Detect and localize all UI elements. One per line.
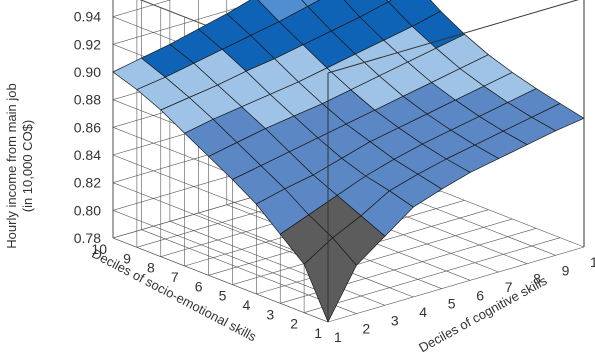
z-axis-label-line1: Hourly income from main job xyxy=(4,83,19,248)
x-tick-label: 10 xyxy=(590,254,595,270)
y-tick-label: 10 xyxy=(91,241,107,257)
x-tick-label: 7 xyxy=(505,279,513,295)
y-tick-label: 4 xyxy=(243,297,251,313)
z-tick-label: 0.88 xyxy=(74,92,101,108)
floor-gridline-y xyxy=(256,218,513,295)
z-gridline-left-wall xyxy=(112,210,329,295)
floor-gridline-y xyxy=(304,237,561,313)
y-axis-label: Deciles of socio-emotional skills xyxy=(89,246,259,345)
y-tick-label: 9 xyxy=(123,250,131,266)
y-tick-label: 3 xyxy=(266,306,274,322)
z-tick-label: 0.84 xyxy=(74,147,101,163)
box-edge-top-right xyxy=(327,0,579,74)
z-gridline-back-wall xyxy=(112,0,171,17)
y-tick-label: 1 xyxy=(314,325,322,341)
x-tick-label: 2 xyxy=(362,321,370,337)
floor-gridline-x xyxy=(112,237,329,323)
chart-tick-labels: 0.780.800.820.840.860.880.900.920.940.96… xyxy=(74,9,595,345)
y-tick-label: 7 xyxy=(171,269,179,285)
z-tick-label: 0.90 xyxy=(74,64,101,80)
x-tick-label: 4 xyxy=(419,304,427,320)
y-tick-label: 5 xyxy=(219,288,227,304)
chart-surface xyxy=(112,0,585,323)
floor-gridline-y xyxy=(327,246,585,323)
z-tick-label: 0.94 xyxy=(74,9,101,25)
surface-patch xyxy=(303,237,357,323)
chart-front-edges xyxy=(327,0,585,322)
z-tick-label: 0.86 xyxy=(74,119,101,135)
x-tick-label: 8 xyxy=(533,271,541,287)
z-tick-label: 0.92 xyxy=(74,36,101,52)
x-axis-label: Deciles of cognitive skills xyxy=(416,273,550,356)
z-tick-label: 0.82 xyxy=(74,175,101,191)
x-tick-label: 1 xyxy=(334,329,342,345)
x-tick-label: 6 xyxy=(476,287,484,303)
y-tick-label: 8 xyxy=(147,260,155,276)
x-tick-label: 3 xyxy=(391,312,399,328)
z-tick-label: 0.80 xyxy=(74,202,101,218)
z-gridline-left-wall xyxy=(112,182,329,267)
y-tick-label: 6 xyxy=(195,278,203,294)
z-axis-label-line2: (in 10,000 CO$) xyxy=(20,120,35,213)
z-tick-label: 0.78 xyxy=(74,230,101,246)
y-tick-label: 2 xyxy=(290,316,298,332)
floor-gridline-x xyxy=(169,221,385,306)
x-tick-label: 5 xyxy=(448,296,456,312)
x-tick-label: 9 xyxy=(562,262,570,278)
